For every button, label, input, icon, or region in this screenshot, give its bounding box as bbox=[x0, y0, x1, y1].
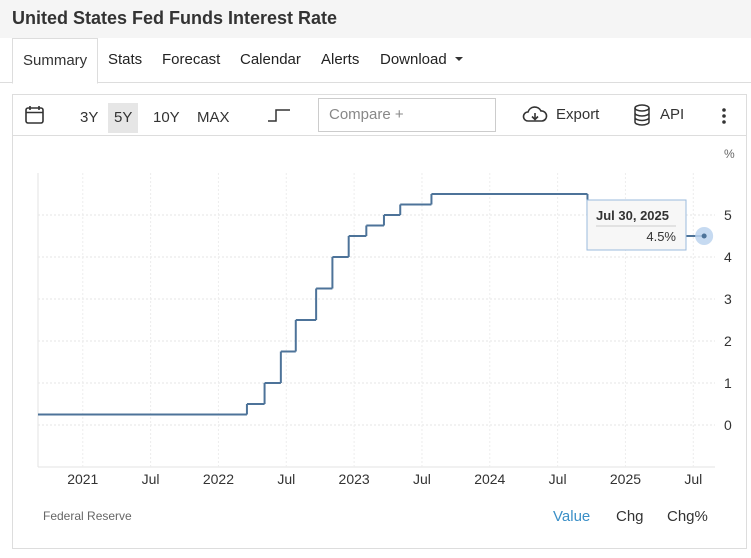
y-unit: % bbox=[724, 147, 735, 161]
range-button[interactable]: MAX bbox=[197, 109, 230, 126]
tab[interactable]: Calendar bbox=[240, 51, 301, 68]
tooltip-value: 4.5% bbox=[646, 229, 676, 244]
api-icon[interactable] bbox=[632, 103, 652, 127]
mode-button[interactable]: Chg% bbox=[667, 508, 708, 525]
tab-bar bbox=[0, 38, 751, 83]
x-tick-label: Jul bbox=[413, 471, 431, 487]
source: Federal Reserve bbox=[43, 509, 132, 523]
y-tick-label: 2 bbox=[724, 333, 732, 349]
hover-point-core bbox=[701, 233, 707, 239]
calendar-icon[interactable] bbox=[24, 104, 46, 126]
tooltip-box bbox=[586, 199, 687, 251]
x-tick-label: Jul bbox=[684, 471, 702, 487]
page-title: United States Fed Funds Interest Rate bbox=[12, 8, 338, 28]
tab[interactable]: Download bbox=[380, 51, 447, 68]
compare-input[interactable]: Compare + bbox=[318, 98, 496, 132]
x-tick-label: 2021 bbox=[67, 471, 98, 487]
x-tick-label: 2025 bbox=[610, 471, 641, 487]
range-button[interactable]: 10Y bbox=[153, 109, 180, 126]
export-icon[interactable] bbox=[521, 104, 549, 126]
chart-type-icon[interactable] bbox=[266, 106, 292, 124]
tab[interactable]: Summary bbox=[12, 38, 99, 84]
tab[interactable]: Alerts bbox=[321, 51, 360, 68]
range-button[interactable]: 5Y bbox=[108, 103, 139, 133]
api-button[interactable]: API bbox=[660, 106, 685, 123]
export-button[interactable]: Export bbox=[556, 106, 600, 123]
x-tick-label: 2023 bbox=[339, 471, 370, 487]
menu-icon[interactable] bbox=[720, 106, 728, 126]
tab[interactable]: Stats bbox=[108, 51, 143, 68]
toolbar bbox=[13, 95, 746, 136]
y-tick-label: 5 bbox=[724, 207, 732, 223]
mode-button[interactable]: Value bbox=[553, 508, 591, 525]
mode-button[interactable]: Chg bbox=[616, 508, 644, 525]
tooltip-title: Jul 30, 2025 bbox=[596, 208, 669, 223]
x-tick-label: 2022 bbox=[203, 471, 234, 487]
y-tick-label: 4 bbox=[724, 249, 732, 265]
x-tick-label: Jul bbox=[277, 471, 295, 487]
tab[interactable]: Forecast bbox=[162, 51, 221, 68]
x-tick-label: Jul bbox=[549, 471, 567, 487]
y-tick-label: 3 bbox=[724, 291, 732, 307]
y-tick-label: 0 bbox=[724, 417, 732, 433]
title-bar bbox=[0, 0, 751, 38]
range-button[interactable]: 3Y bbox=[80, 109, 99, 126]
x-tick-label: 2024 bbox=[474, 471, 505, 487]
dropdown-caret[interactable] bbox=[454, 56, 466, 64]
y-tick-label: 1 bbox=[724, 375, 732, 391]
x-tick-label: Jul bbox=[142, 471, 160, 487]
chart-panel bbox=[12, 94, 747, 549]
